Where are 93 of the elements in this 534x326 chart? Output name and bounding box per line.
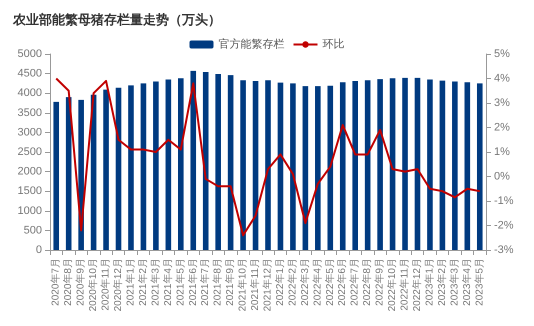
x-tick-label: 2022年8月 [361, 258, 374, 306]
x-tick-label: 2021年1月 [124, 258, 136, 306]
chart-title: 农业部能繁母猪存栏量走势（万头） [12, 12, 221, 27]
x-tick-label: 2022年1月 [274, 258, 286, 306]
x-tick-label: 2020年12月 [112, 258, 124, 312]
bar [90, 94, 96, 250]
y-tick-label: 2500 [18, 146, 42, 158]
x-tick-label: 2022年10月 [386, 258, 398, 312]
x-tick-label: 2022年7月 [348, 258, 361, 306]
x-tick-label: 2022年12月 [410, 258, 423, 312]
y2-tick-label: 2% [494, 122, 510, 134]
y2-tick-label: 1% [494, 146, 510, 158]
x-tick-label: 2023年2月 [436, 258, 448, 306]
y-tick-label: 4500 [18, 68, 42, 80]
x-tick-label: 2021年7月 [199, 258, 212, 306]
y-tick-label: 500 [24, 224, 42, 236]
x-tick-label: 2020年9月 [74, 258, 87, 306]
bar [53, 102, 60, 250]
y2-tick-label: 5% [494, 48, 510, 60]
bar [178, 78, 184, 250]
y-tick-label: 3500 [18, 106, 42, 119]
y-tick-label: 0 [36, 244, 42, 256]
x-tick-label: 2022年4月 [311, 258, 324, 306]
y2-tick-label: 4% [494, 72, 510, 84]
bar [166, 79, 172, 250]
y2-tick-label: -3% [494, 244, 514, 256]
x-tick-label: 2023年4月 [460, 258, 473, 306]
bar [278, 82, 284, 250]
bar [116, 88, 122, 250]
bar [364, 80, 370, 250]
x-tick-label: 2023年3月 [448, 258, 460, 306]
bar [66, 97, 72, 250]
y2-tick-label: 3% [494, 97, 510, 109]
bar [327, 86, 334, 250]
bar [265, 80, 271, 250]
bar [190, 70, 196, 250]
bar [315, 86, 321, 250]
x-tick-label: 2021年10月 [236, 258, 249, 312]
y-tick-label: 4000 [18, 87, 42, 100]
bar [476, 83, 483, 250]
bar [414, 78, 420, 250]
x-tick-label: 2022年6月 [336, 258, 348, 306]
x-tick-label: 2021年6月 [186, 258, 199, 306]
bar [103, 90, 109, 250]
x-tick-label: 2022年11月 [398, 258, 411, 311]
x-tick-label: 2021年9月 [224, 258, 236, 306]
x-tick-label: 2021年2月 [136, 258, 149, 306]
bar [215, 74, 221, 250]
x-tick-label: 2022年2月 [286, 258, 298, 306]
bar [402, 78, 408, 250]
bar [140, 83, 146, 250]
bar [340, 82, 346, 250]
x-tick-label: 2021年4月 [162, 258, 174, 306]
bar [290, 83, 296, 250]
y2-tick-label: -1% [494, 195, 514, 207]
bar [202, 72, 209, 250]
x-tick-label: 2020年7月 [50, 258, 62, 306]
bar [240, 80, 246, 250]
x-tick-label: 2023年5月 [473, 258, 486, 306]
x-tick-label: 2021年3月 [149, 258, 162, 306]
x-tick-label: 2021年11月 [249, 258, 262, 311]
bar [390, 78, 396, 250]
y-tick-label: 3000 [18, 126, 42, 138]
legend-label: 环比 [322, 38, 344, 50]
bar [377, 79, 383, 250]
bar [427, 79, 433, 250]
bar [252, 81, 258, 250]
x-tick-label: 2021年12月 [262, 258, 274, 312]
y-tick-label: 1500 [18, 185, 42, 198]
y-tick-label: 1000 [18, 204, 42, 217]
bar [302, 86, 308, 250]
bar [352, 81, 358, 250]
y-tick-label: 5000 [18, 48, 42, 60]
x-tick-label: 2020年10月 [87, 258, 100, 312]
x-tick-label: 2020年8月 [62, 258, 74, 306]
x-tick-label: 2022年5月 [324, 258, 336, 306]
bar [153, 81, 159, 250]
y2-tick-label: 0% [494, 170, 510, 182]
line-series [55, 78, 481, 236]
x-tick-label: 2022年3月 [298, 258, 311, 306]
x-tick-label: 2023年1月 [423, 258, 436, 306]
x-tick-label: 2022年9月 [374, 258, 386, 306]
legend-label: 官方能繁存栏 [218, 38, 284, 50]
bar [464, 82, 470, 250]
bar [228, 75, 234, 250]
y-tick-label: 2000 [18, 166, 42, 178]
y2-tick-label: -2% [494, 220, 514, 232]
x-tick-label: 2021年8月 [212, 258, 224, 306]
bar [128, 85, 134, 250]
x-tick-label: 2020年11月 [100, 258, 112, 311]
bar [452, 81, 458, 250]
x-tick-label: 2021年5月 [174, 258, 186, 306]
bar [440, 80, 446, 250]
